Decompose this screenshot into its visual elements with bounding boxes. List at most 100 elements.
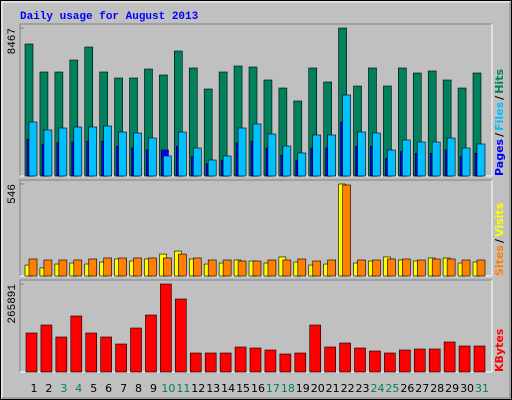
bar [476,259,486,277]
bar [118,131,127,177]
legend: KBytes [493,328,506,372]
x-tick-label: 7 [120,382,127,395]
bar [249,347,262,373]
legend-entry: Files [493,101,506,131]
bar [115,343,127,373]
bar [282,145,292,177]
bar [55,336,68,373]
x-tick-label: 17 [266,382,280,395]
bar [103,125,112,177]
bar [387,258,396,277]
bar [446,137,456,177]
panel-frame [20,180,492,276]
bar [402,258,411,277]
bar [28,121,38,177]
bar [399,349,411,373]
bar [324,346,336,373]
bar [145,314,157,373]
x-tick-label: 24 [370,382,384,395]
x-tick-label: 13 [206,382,220,395]
bar [416,259,426,277]
bar [85,332,98,373]
bar [339,342,351,373]
bar [252,123,262,177]
bar [237,127,247,177]
y-tick-label: 546 [7,184,19,204]
legend-separator: / [493,132,506,137]
legend: Sites /Visits [493,202,506,276]
bar [58,127,68,177]
x-tick-label: 5 [90,382,97,395]
bar [413,348,426,373]
bar [43,259,53,277]
panel-bevel-dark [19,23,492,176]
bar [327,134,336,177]
bar [207,259,217,277]
bar [297,258,307,277]
bar [294,352,307,373]
bar [312,260,322,277]
bar [342,184,351,277]
panel-bevel-dark [19,179,492,276]
bar [282,259,292,277]
bar [461,147,471,177]
bar [148,257,157,277]
x-tick-label: 19 [296,382,310,395]
bar [267,133,277,177]
bar [73,259,83,277]
legend-separator: / [493,238,506,243]
x-tick-label: 3 [60,382,67,395]
panel-bevel-dark [19,279,492,372]
bar [458,345,471,373]
x-tick-label: 16 [251,382,265,395]
x-tick-label: 26 [400,382,414,395]
bar [234,346,247,373]
bar [431,141,441,177]
x-tick-label: 22 [341,382,355,395]
x-tick-label: 30 [460,382,474,395]
legend-entry: Hits [493,69,506,94]
x-tick-label: 10 [161,382,175,395]
x-tick-label: 29 [445,382,459,395]
bar [309,324,322,373]
bar [431,258,441,277]
bar [178,131,187,177]
x-tick-label: 25 [385,382,399,395]
bar [219,352,232,373]
bar [357,131,366,177]
bar [297,152,307,177]
x-tick-label: 20 [311,382,325,395]
y-tick-label: 265891 [7,284,19,324]
y-tick-label: 8467 [7,28,19,54]
bar [372,259,381,277]
bar [163,257,172,277]
bar [160,283,172,373]
bar [40,324,53,373]
bar [446,258,456,277]
bar [237,260,247,277]
bar [103,257,112,277]
bar [148,137,157,177]
x-tick-label: 6 [105,382,112,395]
chart-title: Daily usage for August 2013 [20,11,199,23]
bar [312,134,322,177]
legend-entry: Sites [493,245,506,276]
bar [222,155,232,177]
bar [461,259,471,277]
bar [327,259,336,277]
bar [264,349,277,373]
legend-entry: KBytes [493,328,506,372]
x-tick-label: 11 [176,382,190,395]
bar [58,259,68,277]
x-tick-label: 2 [45,382,52,395]
x-tick-label: 21 [326,382,340,395]
x-tick-label: 9 [150,382,157,395]
bar [428,348,441,373]
bar [354,347,366,373]
bar [178,253,187,277]
bar [207,159,217,177]
bar [369,350,381,373]
x-tick-label: 18 [281,382,295,395]
